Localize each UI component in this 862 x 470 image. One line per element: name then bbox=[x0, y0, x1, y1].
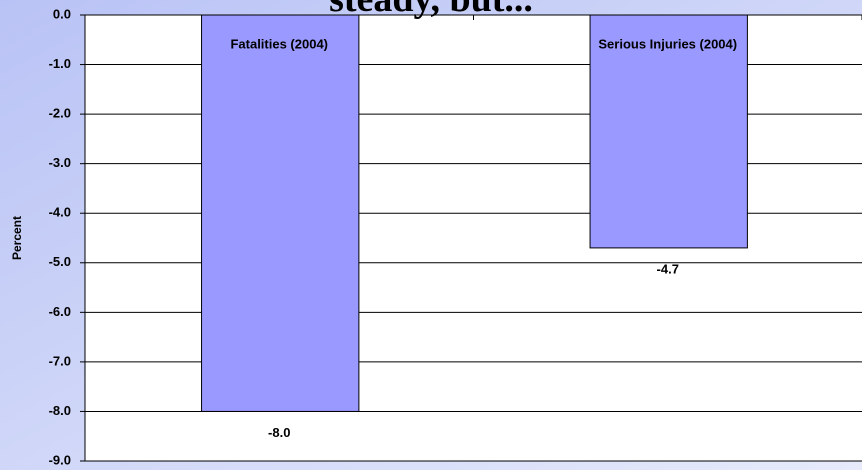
y-tick-label: -4.0 bbox=[49, 205, 71, 220]
bar bbox=[201, 14, 360, 412]
y-axis-label: Percent bbox=[10, 216, 24, 260]
bar bbox=[589, 14, 748, 249]
category-label: Serious Injuries (2004) bbox=[598, 36, 737, 51]
chart-title: steady, but... bbox=[329, 0, 533, 20]
y-tick-label: -3.0 bbox=[49, 155, 71, 170]
y-tick-label: -7.0 bbox=[49, 353, 71, 368]
y-tick-label: -6.0 bbox=[49, 304, 71, 319]
value-label: -8.0 bbox=[268, 425, 290, 440]
y-tick-label: -5.0 bbox=[49, 254, 71, 269]
y-tick-label: -1.0 bbox=[49, 56, 71, 71]
y-tick-label: -8.0 bbox=[49, 403, 71, 418]
y-tick-label: -9.0 bbox=[49, 452, 71, 467]
value-label: -4.7 bbox=[657, 261, 679, 276]
category-label: Fatalities (2004) bbox=[230, 36, 328, 51]
y-tick-label: -2.0 bbox=[49, 106, 71, 121]
y-tick-label: 0.0 bbox=[53, 6, 71, 21]
